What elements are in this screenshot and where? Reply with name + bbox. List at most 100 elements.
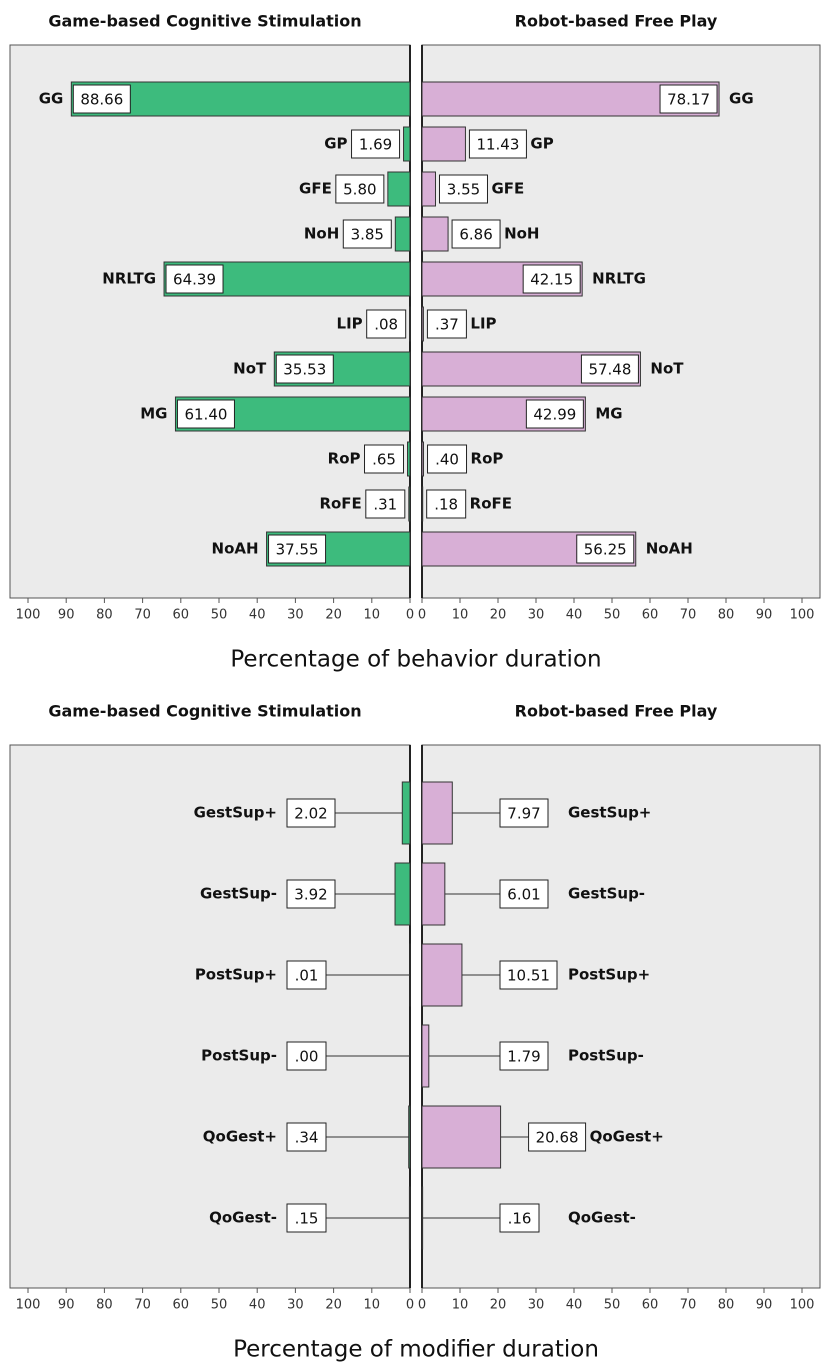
value-label: .16	[508, 1210, 532, 1228]
value-box	[499, 798, 549, 828]
category-label: GP	[530, 135, 553, 153]
value-box	[286, 1203, 327, 1233]
value-label: 5.80	[343, 181, 376, 199]
x-tick-label: 90	[756, 608, 773, 623]
value-box	[426, 309, 467, 339]
x-tick-label: 0	[406, 1298, 414, 1313]
category-label: PostSup+	[568, 966, 650, 984]
x-tick-label: 90	[58, 1298, 75, 1313]
value-box	[286, 798, 336, 828]
x-tick-label: 60	[642, 1298, 659, 1313]
x-axis-label: Percentage of modifier duration	[233, 1337, 599, 1363]
value-box	[499, 1041, 549, 1071]
value-box	[426, 489, 467, 519]
value-box	[525, 399, 584, 429]
bar	[421, 862, 446, 926]
x-tick-label: 50	[604, 1298, 621, 1313]
bar	[408, 486, 411, 522]
value-label: .08	[374, 316, 398, 334]
x-tick-label: 50	[211, 1298, 228, 1313]
bar	[403, 126, 411, 162]
panel	[9, 44, 411, 599]
value-box	[342, 219, 392, 249]
x-tick-label: 80	[96, 1298, 113, 1313]
x-tick-label: 60	[642, 608, 659, 623]
value-box	[499, 960, 558, 990]
category-label: NRLTG	[592, 270, 646, 288]
bar	[394, 862, 411, 926]
value-label: 3.55	[447, 181, 480, 199]
x-tick-label: 30	[528, 1298, 545, 1313]
value-label: 64.39	[173, 271, 216, 289]
category-label: MG	[140, 405, 167, 423]
x-tick-label: 30	[528, 608, 545, 623]
x-tick-label: 60	[173, 608, 190, 623]
value-box	[576, 534, 635, 564]
value-label: .01	[295, 967, 319, 985]
category-label: GFE	[299, 180, 332, 198]
category-label: NoAH	[646, 540, 693, 558]
x-tick-label: 20	[490, 608, 507, 623]
value-label: 35.53	[283, 361, 326, 379]
bar	[421, 943, 463, 1007]
value-box	[499, 879, 549, 909]
bar	[421, 1186, 424, 1250]
value-label: 6.86	[459, 226, 492, 244]
x-tick-label: 100	[790, 608, 815, 623]
value-label: .65	[372, 451, 396, 469]
x-tick-label: 90	[58, 608, 75, 623]
value-label: 6.01	[507, 886, 540, 904]
category-label: PostSup+	[195, 966, 277, 984]
value-box	[165, 264, 224, 294]
value-box	[522, 264, 581, 294]
category-label: NoH	[304, 225, 339, 243]
category-label: RoFE	[319, 495, 361, 513]
value-box	[286, 879, 336, 909]
x-tick-label: 100	[16, 608, 41, 623]
category-label: PostSup-	[201, 1047, 277, 1065]
value-box	[335, 174, 385, 204]
category-label: NoT	[650, 360, 684, 378]
category-label: GestSup-	[568, 885, 645, 903]
x-tick-label: 10	[364, 1298, 381, 1313]
bar	[401, 781, 411, 845]
bar	[421, 1105, 502, 1169]
category-label: NRLTG	[102, 270, 156, 288]
x-tick-label: 10	[452, 608, 469, 623]
value-label: 61.40	[184, 406, 227, 424]
category-label: NoT	[233, 360, 267, 378]
bar	[387, 171, 411, 207]
panel	[421, 744, 821, 1289]
value-box	[286, 1041, 327, 1071]
value-label: 88.66	[80, 91, 123, 109]
bar	[408, 1105, 411, 1169]
value-box	[580, 354, 639, 384]
x-tick-label: 0	[406, 608, 414, 623]
x-tick-label: 20	[325, 608, 342, 623]
category-label: GP	[324, 135, 347, 153]
x-tick-label: 100	[16, 1298, 41, 1313]
value-box	[351, 129, 401, 159]
value-label: 57.48	[588, 361, 631, 379]
panel-title: Robot-based Free Play	[515, 12, 718, 31]
x-tick-label: 60	[173, 1298, 190, 1313]
bar	[421, 216, 449, 252]
x-axis-label: Percentage of behavior duration	[230, 647, 601, 673]
value-label: 1.69	[359, 136, 392, 154]
category-label: GestSup+	[568, 804, 651, 822]
value-label: .40	[435, 451, 459, 469]
x-tick-label: 50	[604, 608, 621, 623]
panel-title: Robot-based Free Play	[515, 702, 718, 721]
x-tick-label: 30	[287, 1298, 304, 1313]
bar	[407, 441, 411, 477]
category-label: QoGest+	[203, 1128, 277, 1146]
value-box	[365, 489, 406, 519]
value-label: .31	[373, 496, 397, 514]
value-label: .15	[295, 1210, 319, 1228]
x-tick-label: 10	[364, 608, 381, 623]
x-tick-label: 40	[249, 1298, 266, 1313]
value-box	[286, 960, 327, 990]
bar	[421, 1024, 430, 1088]
x-tick-label: 80	[718, 608, 735, 623]
value-box	[268, 534, 327, 564]
